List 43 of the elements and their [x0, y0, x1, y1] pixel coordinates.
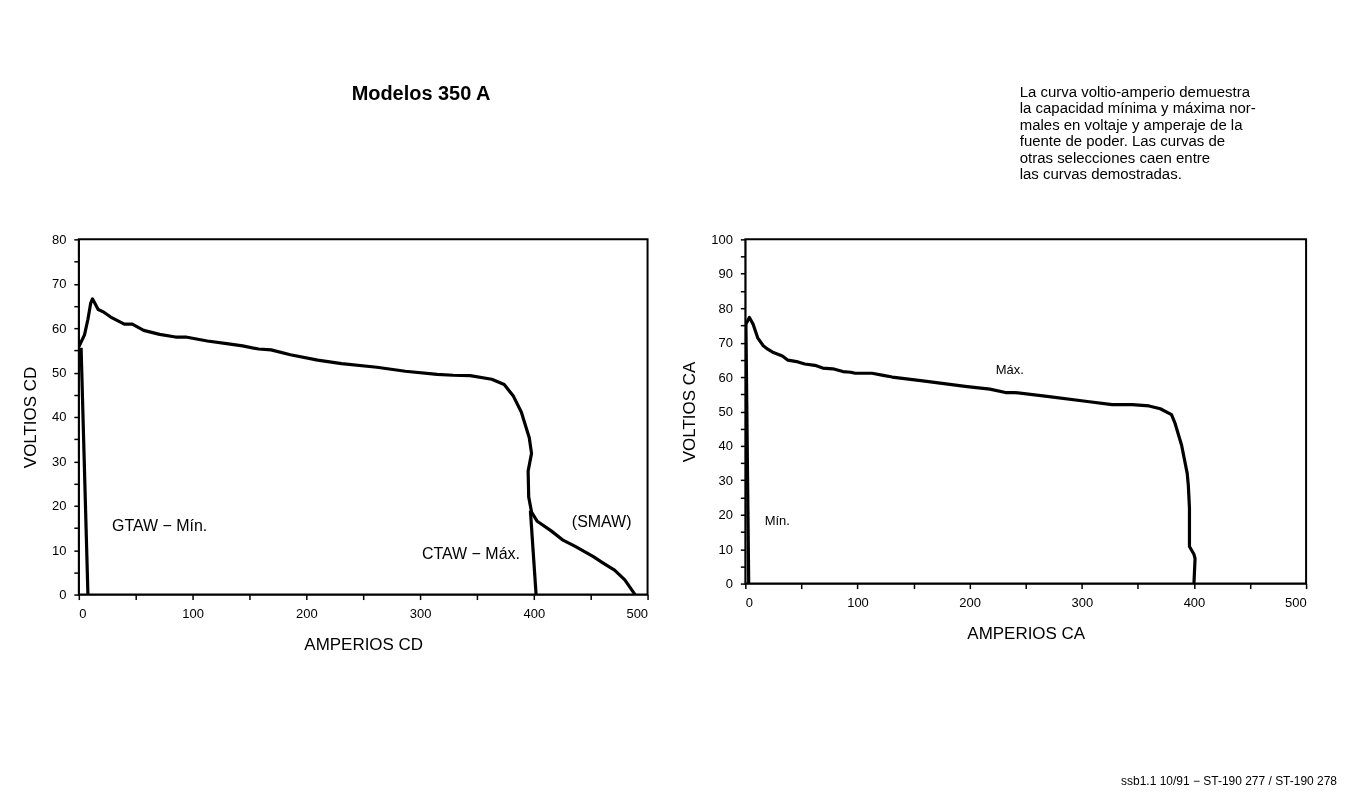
x-tick-label: 100 — [847, 595, 869, 611]
x-tick-label: 0 — [745, 595, 754, 611]
x-tick-label: 300 — [1071, 595, 1094, 611]
y-tick-label: 60 — [51, 320, 67, 336]
y-tick-label: 90 — [718, 266, 733, 282]
y-tick-label: 20 — [718, 507, 733, 523]
x-tick-label: 500 — [1284, 595, 1307, 611]
series-label: CTAW − Máx. — [421, 544, 520, 562]
x-tick-label: 200 — [959, 595, 981, 611]
y-tick-label: 80 — [51, 231, 67, 247]
x-tick-label: 400 — [1183, 595, 1206, 611]
y-tick-label: 20 — [51, 498, 67, 514]
y-axis-title: VOLTIOS CA — [680, 361, 700, 463]
y-tick-label: 50 — [51, 365, 67, 381]
y-tick-label: 0 — [725, 576, 733, 592]
y-tick-label: 30 — [718, 472, 733, 488]
series-label: Máx. — [995, 362, 1024, 378]
y-tick-label: 70 — [718, 335, 733, 351]
text: ssb1.1 10/91 − ST-190 277 / ST-190 278 — [1121, 774, 1338, 789]
y-tick-label: 10 — [718, 541, 733, 557]
y-tick-label: 50 — [718, 403, 733, 419]
x-tick-label: 100 — [182, 606, 204, 622]
y-tick-label: 100 — [711, 231, 733, 247]
series-label: (SMAW) — [571, 512, 632, 530]
x-axis-title: AMPERIOS CA — [967, 623, 1086, 643]
x-axis-title: AMPERIOS CD — [304, 634, 424, 654]
x-tick-label: 0 — [79, 606, 87, 622]
y-tick-label: 60 — [718, 369, 733, 385]
text: La curva voltio-amperio demuestra la capacidad mínima y máxima nor- males en voltaje y amperaje de la fuente de poder. Las curvas de otras selecciones caen entre las curvas demostradas. — [1019, 82, 1256, 182]
series-label: Mín. — [764, 512, 790, 528]
x-tick-label: 400 — [523, 606, 546, 622]
y-axis-title: VOLTIOS CD — [20, 366, 40, 469]
chart-title: Modelos 350 A — [351, 81, 491, 104]
y-tick-label: 10 — [51, 542, 67, 558]
y-tick-label: 40 — [718, 438, 733, 454]
x-tick-label: 500 — [626, 606, 649, 622]
x-tick-label: 300 — [409, 606, 432, 622]
y-tick-label: 40 — [51, 409, 67, 425]
x-tick-label: 200 — [296, 606, 318, 622]
y-tick-label: 80 — [718, 300, 733, 316]
y-tick-label: 30 — [51, 453, 67, 469]
y-tick-label: 70 — [51, 276, 67, 292]
series-label: GTAW − Mín. — [112, 516, 208, 534]
